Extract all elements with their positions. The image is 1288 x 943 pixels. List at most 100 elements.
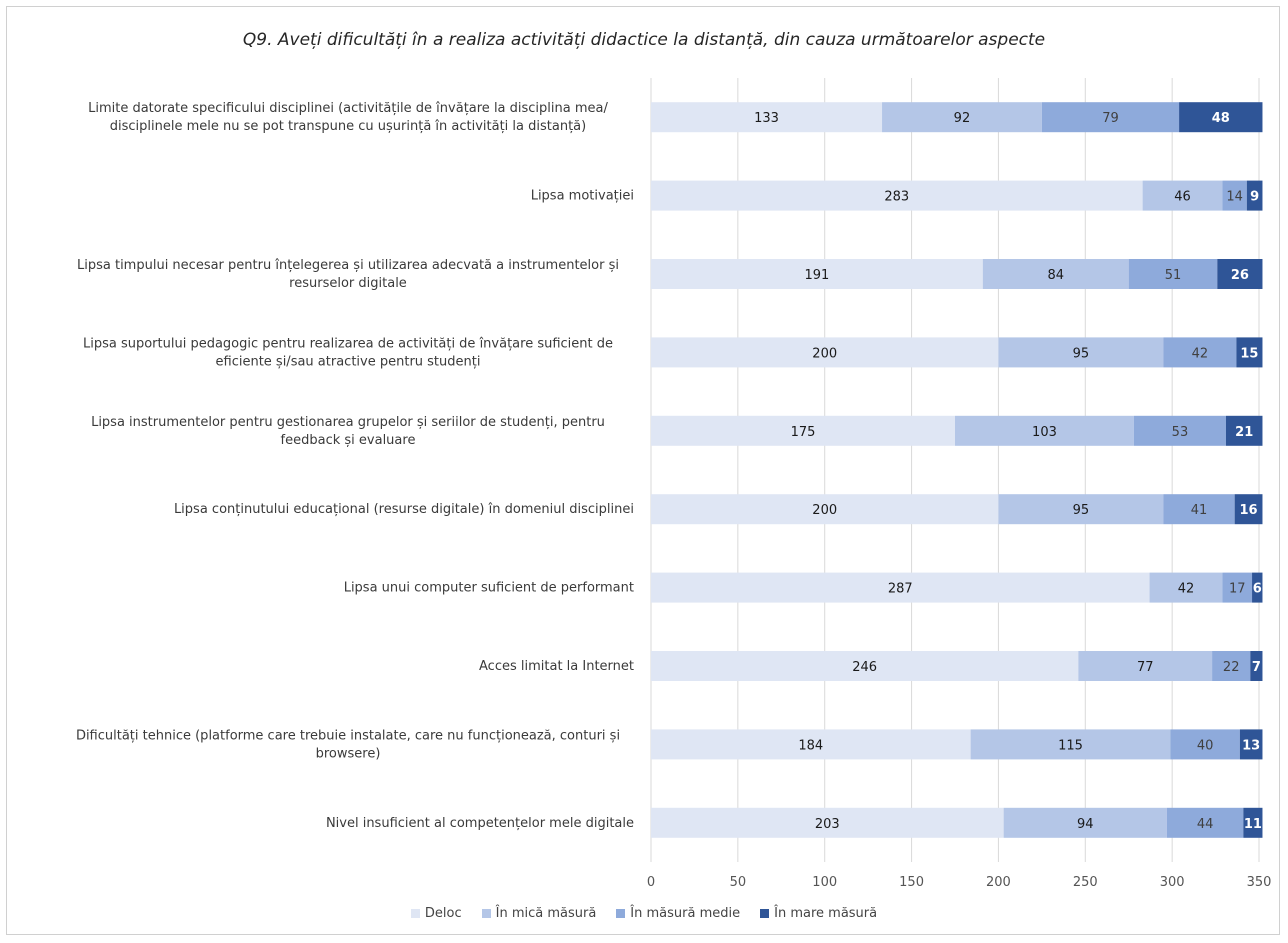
data-label: 21 (1235, 425, 1253, 440)
x-tick-label: 100 (812, 875, 837, 890)
bar-segment (651, 494, 999, 525)
data-label: 22 (1223, 660, 1240, 675)
bar-segment (955, 415, 1134, 446)
data-label: 84 (1047, 268, 1064, 283)
bar-segment (651, 102, 883, 133)
data-label: 92 (954, 111, 971, 126)
legend-label: Deloc (424, 906, 462, 921)
chart-title: Q9. Aveți dificultăți în a realiza activ… (242, 30, 1046, 50)
legend-item: În mare măsură (760, 906, 877, 921)
data-label: 175 (791, 425, 816, 440)
data-label: 103 (1032, 425, 1057, 440)
data-label: 51 (1165, 268, 1182, 283)
bar-segment (651, 807, 1004, 838)
bar-segment (1246, 180, 1263, 211)
bar-segment (651, 651, 1079, 681)
category-label: feedback și evaluare (281, 433, 416, 448)
data-label: 6 (1253, 582, 1262, 597)
bar-segment (1166, 807, 1244, 838)
data-label: 13 (1242, 738, 1260, 753)
data-label: 46 (1174, 190, 1191, 205)
data-label: 133 (754, 111, 779, 126)
category-label: browsere) (316, 746, 381, 761)
data-label: 42 (1192, 346, 1209, 361)
bar-segment (1149, 572, 1223, 603)
legend-label: În măsură medie (630, 906, 741, 921)
data-label: 26 (1231, 268, 1249, 283)
legend-item: Deloc (410, 906, 462, 921)
bar-segment (1243, 807, 1263, 838)
category-label: Lipsa motivației (531, 189, 634, 204)
bar-segment (1225, 415, 1263, 446)
bar-segment (882, 102, 1042, 133)
bar-segment (1252, 572, 1263, 603)
bar-segment (1163, 337, 1237, 368)
data-label: 94 (1077, 817, 1094, 832)
data-label: 95 (1073, 503, 1090, 518)
bar-segment (1170, 729, 1240, 760)
bar-segment (1217, 259, 1263, 289)
data-label: 11 (1244, 817, 1262, 832)
bar-segment (998, 494, 1164, 525)
data-label: 191 (804, 268, 829, 283)
data-label: 41 (1191, 503, 1208, 518)
x-tick-label: 150 (899, 875, 924, 890)
chart-frame (6, 6, 1280, 935)
category-label: eficiente și/sau atractive pentru studen… (216, 354, 481, 369)
bar-segment (651, 259, 983, 289)
category-label: disciplinele mele nu se pot transpune cu… (110, 119, 586, 134)
category-label: Lipsa suportului pedagogic pentru realiz… (83, 336, 613, 351)
bar-segment (1222, 572, 1253, 603)
category-label: Lipsa conținutului educațional (resurse … (174, 502, 634, 517)
data-label: 40 (1197, 738, 1214, 753)
category-label: Lipsa unui computer suficient de perform… (344, 581, 634, 596)
bar-segment (1163, 494, 1235, 525)
x-tick-label: 350 (1247, 875, 1272, 890)
data-label: 95 (1073, 346, 1090, 361)
bar-segment (970, 729, 1171, 760)
bar-segment (1078, 651, 1213, 681)
data-label: 115 (1058, 738, 1083, 753)
legend-label: În mare măsură (774, 906, 878, 921)
bar-segment (1234, 494, 1263, 525)
bar-segment (982, 259, 1129, 289)
bar-segment (1133, 415, 1226, 446)
bar-segment (651, 337, 999, 368)
data-label: 48 (1212, 111, 1230, 126)
bar-segment (998, 337, 1164, 368)
legend-swatch (481, 909, 491, 918)
bar-segment (651, 180, 1143, 211)
legend-item: În mică măsură (481, 906, 597, 921)
bar-segment (1239, 729, 1263, 760)
legend-swatch (410, 909, 420, 918)
legend-swatch (760, 909, 770, 918)
data-label: 15 (1240, 346, 1258, 361)
data-label: 17 (1229, 582, 1246, 597)
category-label: Acces limitat la Internet (479, 659, 634, 674)
data-label: 200 (812, 346, 837, 361)
data-label: 16 (1240, 503, 1258, 518)
legend-item: În măsură medie (616, 906, 740, 921)
bar-segment (651, 729, 971, 760)
bar-segment (651, 572, 1150, 603)
x-tick-label: 50 (730, 875, 747, 890)
data-label: 287 (888, 582, 913, 597)
data-label: 14 (1226, 190, 1243, 205)
data-label: 200 (812, 503, 837, 518)
legend-label: În mică măsură (495, 906, 597, 921)
bar-segment (1250, 651, 1263, 681)
data-label: 79 (1102, 111, 1119, 126)
data-label: 283 (884, 190, 909, 205)
category-label: Nivel insuficient al competențelor mele … (326, 816, 634, 831)
bar-segment (1142, 180, 1223, 211)
x-tick-label: 250 (1073, 875, 1098, 890)
category-label: Limite datorate specificului disciplinei… (88, 101, 608, 116)
bar-segment (1222, 180, 1247, 211)
bar-segment (1212, 651, 1251, 681)
data-label: 77 (1137, 660, 1154, 675)
bar-segment (651, 415, 955, 446)
data-label: 44 (1197, 817, 1214, 832)
data-label: 9 (1250, 190, 1259, 205)
data-label: 246 (852, 660, 877, 675)
